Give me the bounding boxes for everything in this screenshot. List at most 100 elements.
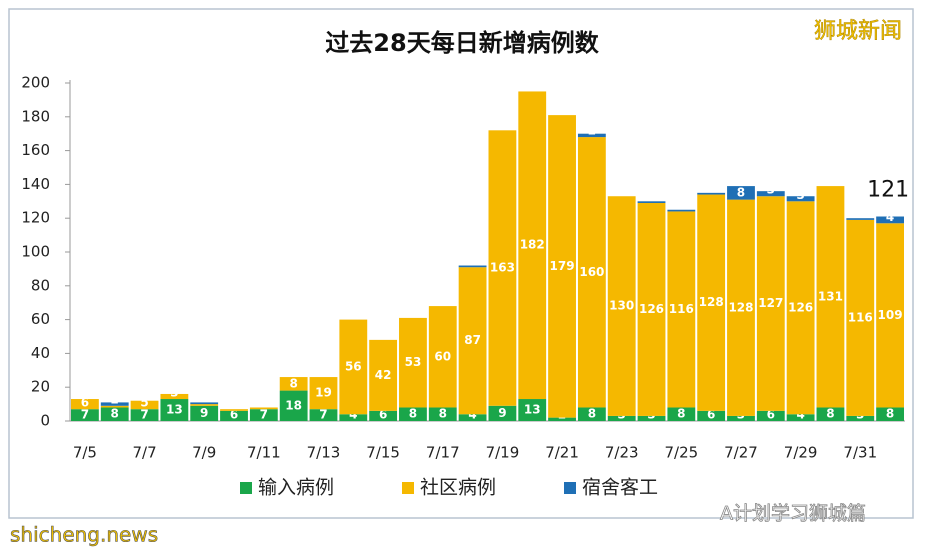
value-label: 4 — [468, 408, 476, 422]
chart-title: 过去28天每日新增病例数 — [325, 29, 599, 57]
value-label: 8 — [886, 407, 894, 421]
value-label: 126 — [639, 302, 664, 316]
value-label: 130 — [609, 299, 634, 313]
bar-segment — [100, 407, 129, 421]
bar-segment — [756, 196, 785, 411]
bar-segment — [160, 399, 189, 421]
y-tick-label: 100 — [21, 243, 50, 261]
value-label: 1 — [230, 397, 238, 411]
value-label: 8 — [826, 407, 834, 421]
bar-segment — [756, 191, 785, 197]
value-label: 7 — [319, 408, 327, 422]
value-label: 8 — [588, 407, 596, 421]
bar-segment — [190, 405, 219, 421]
value-label: 3 — [767, 183, 775, 197]
x-tick-label: 7/7 — [132, 444, 156, 462]
value-label: 6 — [379, 408, 387, 422]
bar-segment — [339, 414, 368, 421]
x-tick-label: 7/17 — [426, 444, 460, 462]
bar-segment — [518, 399, 547, 421]
value-label: 1 — [707, 181, 715, 195]
bar-segment — [279, 390, 308, 421]
value-label: 8 — [439, 407, 447, 421]
bar-segment — [71, 399, 99, 410]
bar-segment — [667, 211, 696, 408]
bar-segment — [458, 414, 487, 421]
value-label: 6 — [81, 396, 89, 410]
bar-segment — [279, 377, 308, 391]
value-label: 6 — [767, 408, 775, 422]
value-label: 4 — [796, 408, 804, 422]
bar-segment — [518, 91, 547, 400]
bar-segment — [727, 415, 755, 421]
bar-segment — [637, 415, 666, 421]
value-label: 18 — [285, 398, 302, 412]
x-tick-label: 7/9 — [192, 444, 216, 462]
bar-segment — [577, 133, 606, 138]
value-label: 127 — [758, 296, 783, 310]
value-label: 1 — [200, 391, 208, 405]
bar-segment — [846, 219, 875, 416]
value-label: 53 — [405, 355, 422, 369]
bar-segment — [309, 377, 338, 410]
legend-label: 社区病例 — [420, 477, 496, 499]
legend-label: 输入病例 — [258, 477, 334, 499]
bar-segment — [876, 216, 904, 224]
bar-segment — [786, 196, 815, 202]
x-tick-label: 7/11 — [247, 444, 281, 462]
bar-segment — [100, 405, 129, 408]
value-label: 160 — [579, 265, 604, 279]
x-tick-label: 7/13 — [307, 444, 341, 462]
value-label: 126 — [788, 300, 813, 314]
y-tick-label: 120 — [21, 209, 50, 227]
x-tick-label: 7/29 — [784, 444, 818, 462]
bar-segment — [727, 199, 755, 416]
value-label: 8 — [737, 185, 745, 199]
value-label: 2 — [588, 124, 596, 138]
value-label: 4 — [349, 408, 357, 422]
x-tick-label: 7/23 — [605, 444, 639, 462]
bar-segment — [846, 218, 875, 220]
bar-segment — [428, 407, 457, 421]
bar-segment — [160, 393, 189, 400]
bar-segment — [309, 409, 338, 421]
bar-segment — [637, 202, 666, 416]
y-tick-label: 60 — [31, 310, 50, 328]
bar-segment — [339, 319, 368, 415]
watermark: 狮城新闻 — [814, 19, 902, 44]
x-tick-label: 7/5 — [73, 444, 97, 462]
bar-segment — [190, 402, 219, 405]
value-label: 128 — [699, 295, 724, 309]
value-label: 42 — [375, 368, 392, 382]
bar-segment — [548, 417, 576, 421]
y-tick-label: 80 — [31, 276, 50, 294]
value-label: 8 — [289, 376, 297, 390]
bar-segment — [846, 415, 875, 421]
bar-segment — [130, 409, 159, 421]
value-label: 128 — [728, 300, 753, 314]
bar-segment — [607, 415, 636, 421]
bar-segment — [876, 407, 904, 421]
x-tick-label: 7/21 — [545, 444, 579, 462]
footer-left: shicheng.news — [10, 523, 158, 547]
y-tick-label: 140 — [21, 175, 50, 193]
value-label: 182 — [520, 238, 545, 252]
annotation: 121 — [867, 178, 909, 203]
bar-segment — [71, 409, 99, 421]
value-label: 60 — [434, 349, 451, 363]
y-tick-label: 200 — [21, 74, 50, 92]
bar-segment — [458, 267, 487, 415]
y-tick-label: 180 — [21, 107, 50, 125]
bar-segment — [488, 405, 517, 421]
y-tick-label: 40 — [31, 344, 50, 362]
value-label: 131 — [818, 289, 843, 303]
value-label: 3 — [796, 188, 804, 202]
value-label: 1 — [647, 189, 655, 203]
bar-segment — [786, 201, 815, 415]
bar-segment — [399, 317, 427, 408]
bar-segment — [100, 402, 129, 406]
bar-segment — [816, 407, 845, 421]
x-tick-label: 7/27 — [724, 444, 758, 462]
bar-segment — [876, 223, 904, 408]
bar-segment — [637, 201, 666, 203]
